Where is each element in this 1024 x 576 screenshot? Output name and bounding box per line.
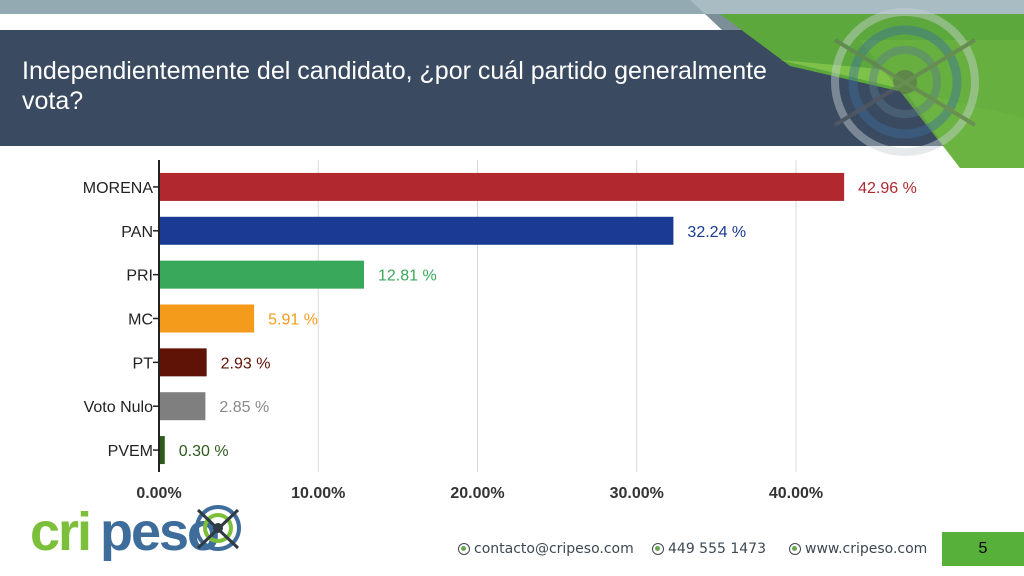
value-label: 42.96 %: [858, 180, 917, 197]
phone-text: 449 555 1473: [668, 541, 766, 557]
value-label: 2.93 %: [221, 355, 271, 372]
category-label: MORENA: [83, 180, 154, 197]
bar: [160, 304, 255, 333]
bar-chart: 0.00% 10.00% 20.00% 30.00% 40.00% MORENA 42.96…: [83, 160, 917, 502]
logo-bullet-icon: [789, 543, 801, 555]
target-logo-icon: [195, 505, 241, 551]
page-title: Independientemente del candidato, ¿por c…: [22, 57, 767, 115]
value-label: 5.91 %: [268, 312, 318, 329]
page-number: 5: [942, 532, 1024, 566]
svg-text:cri: cri: [30, 502, 90, 562]
footer-email[interactable]: contacto@cripeso.com: [458, 536, 634, 562]
category-label: Voto Nulo: [84, 399, 153, 416]
footer-phone[interactable]: 449 555 1473: [652, 536, 766, 562]
top-stripe: [0, 0, 1024, 14]
bar: [160, 172, 845, 201]
value-label: 0.30 %: [179, 443, 229, 460]
bar: [160, 436, 165, 465]
bar: [160, 216, 674, 245]
x-tick-label: 0.00%: [136, 485, 181, 502]
category-label: PVEM: [108, 443, 153, 460]
category-label: PRI: [126, 268, 153, 285]
category-label: MC: [128, 312, 153, 329]
value-label: 12.81 %: [378, 268, 437, 285]
bar: [160, 392, 206, 421]
bar: [160, 260, 364, 289]
logo-bullet-icon: [652, 543, 664, 555]
category-label: PT: [133, 355, 154, 372]
website-text: www.cripeso.com: [805, 541, 928, 557]
x-tick-label: 20.00%: [450, 485, 504, 502]
value-label: 32.24 %: [687, 224, 746, 241]
value-label: 2.85 %: [219, 399, 269, 416]
category-label: PAN: [121, 224, 153, 241]
logo-bullet-icon: [458, 543, 470, 555]
cripeso-logo: cri peso: [30, 502, 241, 562]
footer-website[interactable]: www.cripeso.com: [789, 536, 927, 562]
x-tick-label: 30.00%: [610, 485, 664, 502]
bar: [160, 348, 207, 377]
x-tick-label: 10.00%: [291, 485, 345, 502]
email-text: contacto@cripeso.com: [474, 541, 634, 557]
x-tick-label: 40.00%: [769, 485, 823, 502]
